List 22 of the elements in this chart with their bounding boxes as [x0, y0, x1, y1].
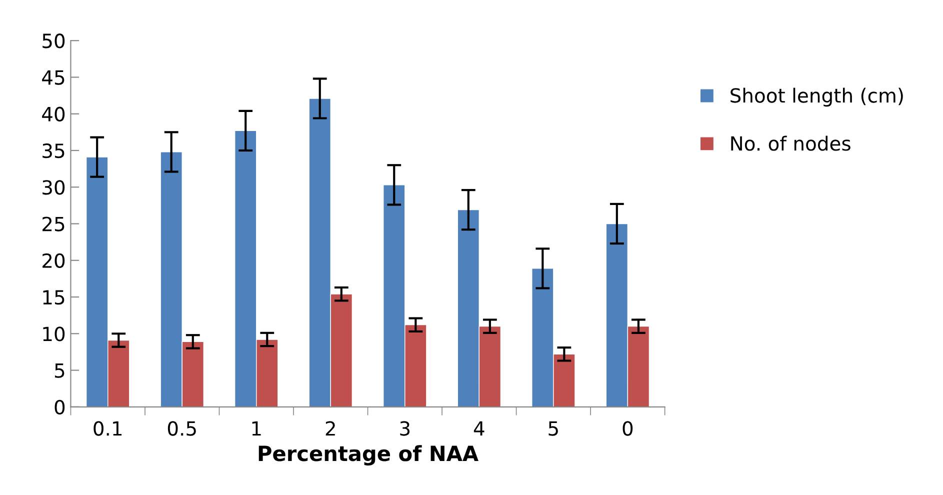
y-tick-label: 40: [42, 106, 65, 122]
x-tick-label: 0.1: [94, 421, 122, 436]
x-tick-label: 2: [326, 421, 335, 436]
x-tick-label: 1: [252, 421, 261, 436]
y-tick-label: 35: [42, 143, 64, 158]
x-axis-title: Percentage of NAA: [258, 445, 478, 466]
legend-label: No. of nodes: [731, 136, 850, 151]
x-tick-label: 4: [474, 421, 484, 436]
y-tick-label: 5: [54, 363, 64, 378]
x-tick-label: 0: [622, 421, 633, 436]
y-tick-label: 15: [43, 290, 64, 305]
y-tick-label: 20: [42, 253, 65, 268]
y-tick-label: 25: [42, 216, 64, 232]
y-tick-label: 45: [42, 70, 64, 85]
y-tick-label: 0: [54, 400, 65, 415]
y-tick-label: 30: [42, 180, 65, 195]
y-tick-label: 50: [42, 34, 65, 48]
x-tick-label: 5: [548, 421, 558, 436]
legend-label: Shoot length (cm): [730, 88, 903, 107]
y-tick-label: 10: [43, 326, 65, 342]
x-tick-label: 3: [400, 421, 410, 436]
x-tick-label: 0.5: [168, 421, 196, 436]
